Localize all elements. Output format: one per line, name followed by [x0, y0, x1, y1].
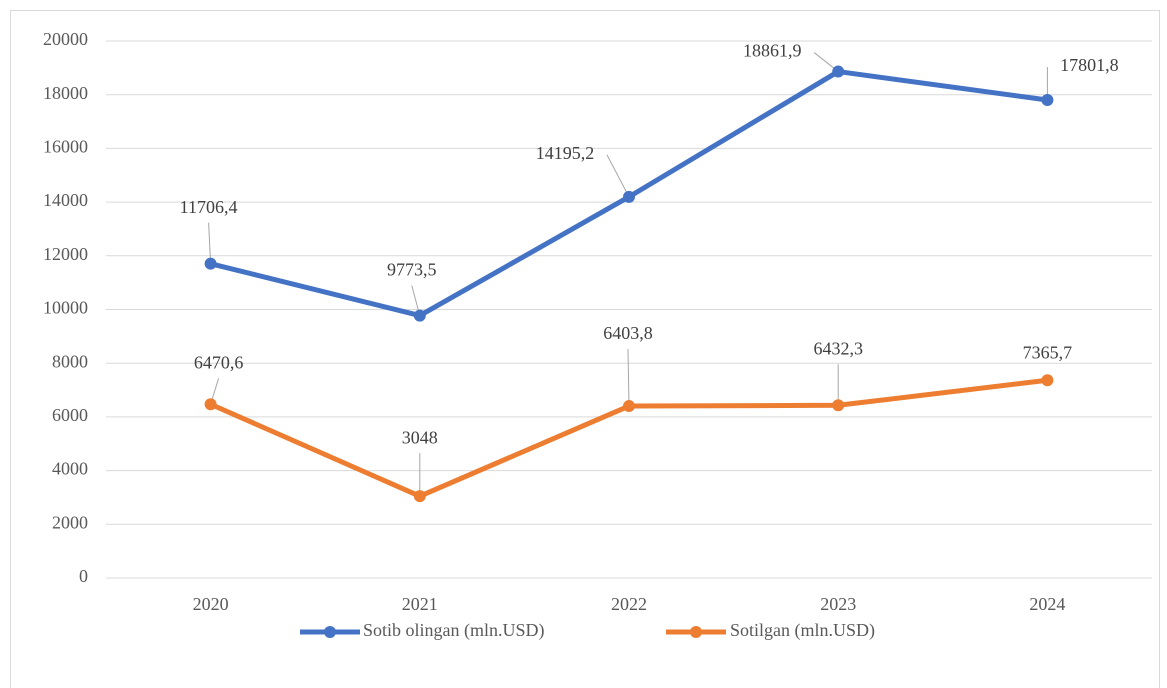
legend-label: Sotilgan (mln.USD)	[730, 620, 875, 641]
y-tick-label: 8000	[52, 351, 88, 371]
data-label: 11706,4	[180, 197, 238, 217]
legend-marker	[690, 626, 702, 638]
data-point	[832, 399, 845, 412]
x-tick-label: 2024	[1029, 594, 1065, 614]
data-label: 18861,9	[743, 41, 802, 61]
data-label: 17801,8	[1060, 55, 1119, 75]
y-tick-label: 4000	[52, 459, 88, 479]
leader-line	[208, 222, 212, 264]
y-tick-label: 6000	[52, 405, 88, 425]
x-tick-label: 2023	[820, 594, 856, 614]
data-label: 6403,8	[603, 323, 653, 343]
y-tick-label: 14000	[43, 190, 88, 210]
leader-line	[627, 349, 630, 407]
data-point	[623, 400, 635, 413]
data-label: 6432,3	[813, 338, 863, 358]
data-point	[413, 490, 426, 503]
data-label: 6470,6	[194, 352, 244, 372]
data-point	[623, 190, 635, 203]
data-point	[1041, 374, 1054, 387]
data-label: 7365,7	[1023, 342, 1073, 362]
y-tick-label: 20000	[43, 29, 88, 49]
data-label: 9773,5	[387, 260, 437, 280]
y-tick-label: 16000	[43, 137, 88, 157]
chart-frame	[10, 10, 1160, 688]
data-point	[413, 309, 426, 322]
legend-label: Sotib olingan (mln.USD)	[363, 620, 545, 641]
y-tick-label: 0	[79, 566, 88, 586]
data-point	[1041, 94, 1054, 107]
data-label: 3048	[402, 427, 438, 447]
legend-marker	[324, 626, 336, 638]
x-tick-label: 2022	[611, 594, 647, 614]
x-tick-label: 2020	[193, 594, 229, 614]
y-tick-label: 18000	[43, 83, 88, 103]
leader-line	[606, 154, 630, 198]
data-label: 14195,2	[536, 143, 595, 163]
data-point	[204, 257, 217, 270]
data-point	[204, 398, 217, 411]
y-tick-label: 2000	[52, 512, 88, 532]
y-tick-label: 12000	[43, 244, 88, 264]
x-tick-label: 2021	[402, 594, 438, 614]
y-tick-label: 10000	[43, 298, 88, 318]
data-point	[832, 65, 845, 78]
